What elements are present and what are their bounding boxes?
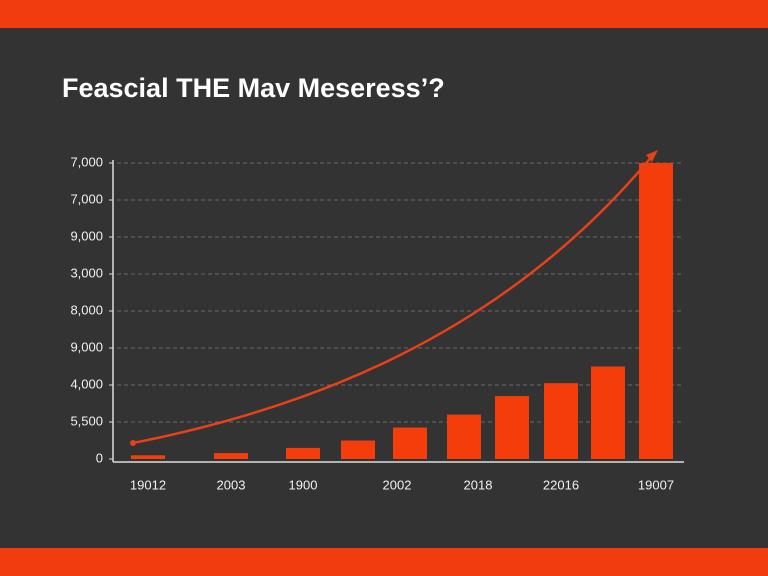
trend-start [130, 440, 136, 446]
bar [341, 440, 375, 459]
x-tick-label: 22016 [543, 477, 579, 492]
bar [447, 414, 481, 459]
x-tick-label: 2018 [464, 477, 493, 492]
bar [286, 447, 320, 459]
bar [591, 366, 625, 459]
bottom-band [0, 548, 768, 576]
bar [495, 396, 529, 459]
x-tick-label: 2002 [383, 477, 412, 492]
y-tick-label: 9,000 [70, 339, 103, 354]
top-band [0, 0, 768, 28]
bar [214, 453, 248, 459]
bar [544, 383, 578, 459]
x-tick-label: 19007 [638, 477, 674, 492]
bar [639, 163, 673, 459]
plot-area: 0 5,500 4,000 9,000 8,000 3,000 9,000 7,000 7,00… [70, 154, 684, 492]
y-tick-label: 7,000 [70, 154, 103, 169]
y-tick-label: 8,000 [70, 302, 103, 317]
trend-curve [132, 154, 654, 445]
x-tick-label: 2003 [217, 477, 246, 492]
y-tick-label: 5,500 [70, 413, 103, 428]
x-tick-label: 1900 [289, 477, 318, 492]
y-tick-label: 0 [96, 450, 103, 465]
trend-arrow [646, 150, 658, 162]
y-tick-label: 7,000 [70, 191, 103, 206]
y-tick-label: 9,000 [70, 228, 103, 243]
bar [131, 455, 165, 459]
x-tick-label: 19012 [130, 477, 166, 492]
bar [393, 427, 427, 459]
y-tick-label: 4,000 [70, 376, 103, 391]
y-tick-label: 3,000 [70, 265, 103, 280]
chart-title: Feascial THE Mav Meseress’? [62, 73, 445, 103]
